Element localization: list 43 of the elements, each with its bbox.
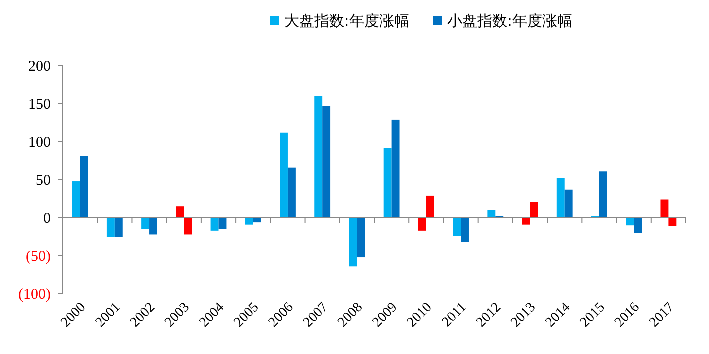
bar <box>80 156 88 218</box>
y-tick-label: 50 <box>36 173 51 189</box>
bar <box>522 218 530 225</box>
bar <box>599 172 608 218</box>
bar <box>357 218 366 258</box>
bar <box>668 218 677 226</box>
bar <box>210 218 219 231</box>
bar <box>114 218 123 237</box>
bar <box>349 218 358 267</box>
bar <box>384 148 392 218</box>
x-tick-label: 2011 <box>440 300 470 330</box>
bar <box>660 200 669 218</box>
bar <box>142 218 150 230</box>
bar <box>288 168 296 218</box>
bar <box>106 218 115 237</box>
y-tick-label: 100 <box>28 135 51 151</box>
bar <box>426 196 434 218</box>
bar <box>418 218 426 231</box>
y-tick-label: (100) <box>18 287 51 303</box>
bar <box>218 218 227 230</box>
bar <box>564 190 573 218</box>
y-tick-label: 150 <box>28 97 51 113</box>
bar <box>530 202 538 218</box>
bar <box>176 206 184 218</box>
bar <box>245 218 254 225</box>
bar <box>453 218 462 236</box>
bar <box>634 218 642 234</box>
y-tick-label: 200 <box>28 59 51 75</box>
bar <box>556 178 565 218</box>
legend-label: 大盘指数:年度涨幅 <box>284 12 410 30</box>
bar <box>280 132 288 218</box>
bar <box>488 210 496 218</box>
y-tick-label: (50) <box>26 249 51 265</box>
bar <box>322 106 331 218</box>
bar <box>184 218 192 235</box>
bar <box>461 218 469 242</box>
bar <box>392 120 400 218</box>
bar <box>626 218 634 226</box>
legend-label: 小盘指数:年度涨幅 <box>447 12 572 30</box>
bar <box>150 218 158 235</box>
y-tick-label: 0 <box>44 211 51 227</box>
bar <box>72 182 80 218</box>
bar <box>314 96 323 218</box>
